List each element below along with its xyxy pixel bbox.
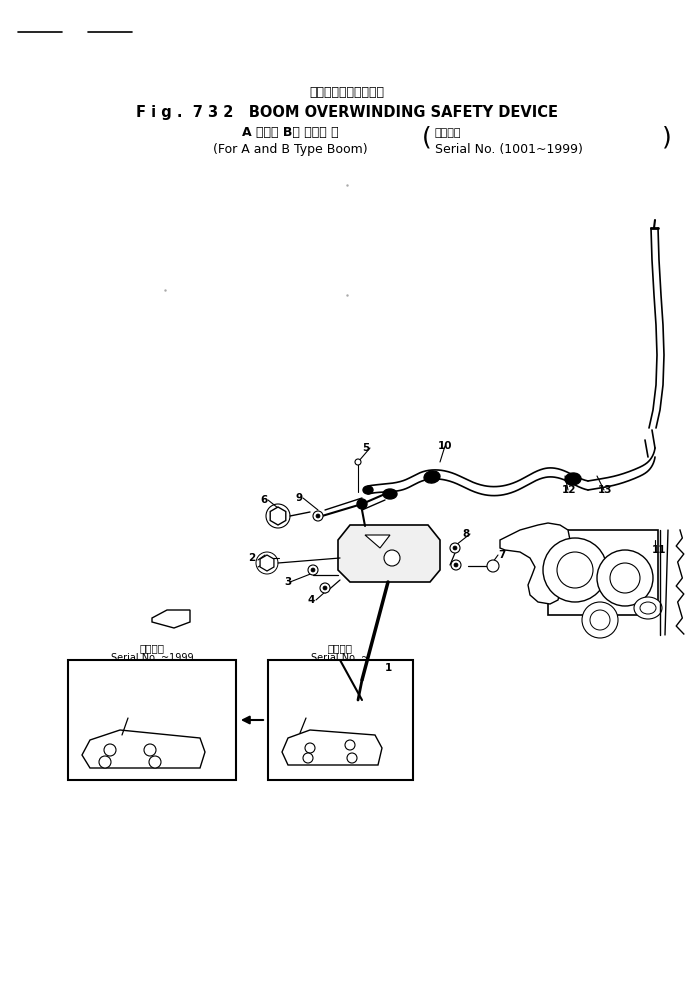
Text: 7: 7: [498, 550, 505, 560]
Circle shape: [543, 538, 607, 602]
Text: 12: 12: [562, 485, 577, 495]
Text: 1: 1: [385, 663, 392, 673]
Text: 6: 6: [260, 495, 267, 505]
Polygon shape: [282, 730, 382, 765]
Text: 適用号機: 適用号機: [139, 643, 164, 653]
Circle shape: [347, 753, 357, 763]
Polygon shape: [365, 535, 390, 548]
Polygon shape: [82, 730, 205, 768]
Ellipse shape: [634, 597, 662, 619]
Circle shape: [453, 546, 457, 550]
Text: 適用号機: 適用号機: [435, 128, 462, 138]
Text: 3: 3: [284, 577, 291, 587]
Circle shape: [450, 543, 460, 553]
Text: Serial No. (1001~1999): Serial No. (1001~1999): [435, 144, 583, 157]
Circle shape: [144, 744, 156, 756]
Circle shape: [316, 514, 320, 518]
Circle shape: [384, 550, 400, 566]
Circle shape: [311, 568, 315, 572]
Circle shape: [597, 550, 653, 606]
Circle shape: [313, 511, 323, 521]
Circle shape: [104, 744, 116, 756]
Text: (For A and B Type Boom): (For A and B Type Boom): [212, 144, 367, 157]
Text: 2: 2: [248, 553, 255, 563]
Text: Serial No. ~1999: Serial No. ~1999: [110, 653, 194, 663]
Circle shape: [345, 740, 355, 750]
Text: 8: 8: [462, 529, 469, 539]
Polygon shape: [152, 610, 190, 628]
Text: 適用号機: 適用号機: [328, 643, 353, 653]
FancyBboxPatch shape: [548, 530, 658, 615]
Bar: [68, 660, 236, 780]
Ellipse shape: [424, 471, 440, 483]
Bar: [268, 660, 413, 780]
Circle shape: [355, 459, 361, 465]
Text: 13: 13: [598, 485, 613, 495]
Text: A および B形 ブーム 用: A および B形 ブーム 用: [242, 127, 338, 140]
Circle shape: [454, 563, 458, 567]
Circle shape: [487, 560, 499, 572]
Text: 9: 9: [296, 493, 303, 503]
Ellipse shape: [383, 489, 397, 499]
Text: Serial No. ~: Serial No. ~: [312, 653, 370, 663]
Text: 5: 5: [362, 443, 369, 453]
Circle shape: [451, 560, 461, 570]
Circle shape: [357, 499, 367, 509]
Ellipse shape: [565, 473, 581, 485]
Text: 4: 4: [308, 595, 315, 605]
Circle shape: [582, 602, 618, 638]
Text: 11: 11: [652, 545, 666, 555]
Circle shape: [149, 756, 161, 768]
Circle shape: [308, 565, 318, 575]
Circle shape: [323, 586, 327, 590]
Text: 10: 10: [438, 441, 452, 451]
Polygon shape: [338, 525, 440, 582]
Polygon shape: [500, 523, 570, 604]
Circle shape: [305, 743, 315, 753]
Circle shape: [99, 756, 111, 768]
Text: (: (: [422, 126, 432, 150]
Circle shape: [320, 583, 330, 593]
Text: ): ): [662, 126, 672, 150]
Text: F i g .  7 3 2   BOOM OVERWINDING SAFETY DEVICE: F i g . 7 3 2 BOOM OVERWINDING SAFETY DE…: [136, 104, 558, 120]
Text: 注: 注: [168, 612, 174, 622]
Text: ブーム過巻防止装置・: ブーム過巻防止装置・: [310, 86, 384, 99]
Ellipse shape: [363, 486, 373, 494]
Circle shape: [303, 753, 313, 763]
